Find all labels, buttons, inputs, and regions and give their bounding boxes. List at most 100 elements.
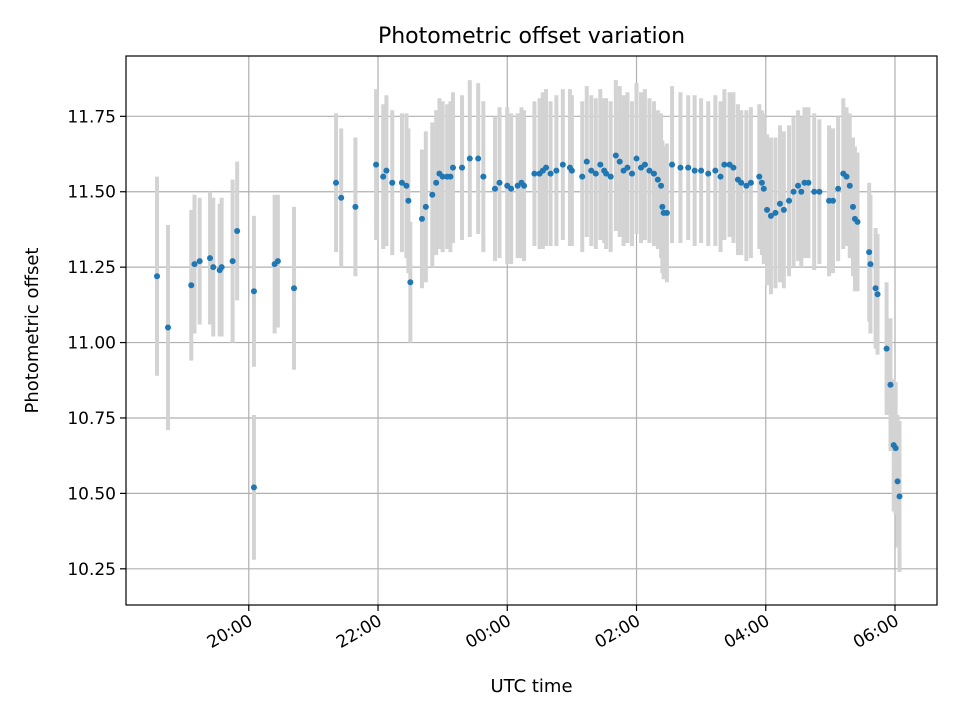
data-point <box>191 261 198 268</box>
data-point <box>597 161 604 168</box>
data-point <box>883 345 890 352</box>
data-point <box>229 258 236 265</box>
data-point <box>758 179 765 186</box>
data-point <box>543 164 550 171</box>
y-axis-label: Photometric offset <box>22 248 43 414</box>
data-point <box>874 291 881 298</box>
data-point <box>650 170 657 177</box>
data-point <box>764 206 771 213</box>
data-point <box>677 164 684 171</box>
data-point <box>418 215 425 222</box>
data-point <box>480 173 487 180</box>
x-tick-label-4: 04:00 <box>721 611 773 653</box>
data-point <box>829 197 836 204</box>
data-point <box>250 484 257 491</box>
data-point <box>405 197 412 204</box>
data-point <box>705 170 712 177</box>
data-point <box>459 164 466 171</box>
data-point <box>756 173 763 180</box>
plot-frame <box>125 55 938 606</box>
x-tick-label-0: 20:00 <box>204 611 256 653</box>
data-point <box>439 173 446 180</box>
data-point <box>887 381 894 388</box>
data-point <box>835 185 842 192</box>
y-tick-label-0: 10.25 <box>67 560 116 580</box>
data-point <box>738 179 745 186</box>
data-point <box>612 152 619 159</box>
data-point <box>760 185 767 192</box>
data-point <box>811 188 818 195</box>
data-point <box>646 167 653 174</box>
data-point <box>790 188 797 195</box>
point-layer <box>154 152 903 500</box>
data-point <box>380 173 387 180</box>
data-point <box>475 155 482 162</box>
data-point <box>795 182 802 189</box>
data-point <box>892 445 899 452</box>
data-point <box>641 161 648 168</box>
data-point <box>447 173 454 180</box>
data-point <box>583 158 590 165</box>
data-point <box>234 227 241 234</box>
data-point <box>691 167 698 174</box>
data-point <box>846 182 853 189</box>
data-point <box>669 161 676 168</box>
data-point <box>654 176 661 183</box>
data-point <box>592 170 599 177</box>
data-point <box>207 255 214 262</box>
data-point <box>389 179 396 186</box>
data-point <box>568 167 575 174</box>
data-point <box>849 203 856 210</box>
data-point <box>196 258 203 265</box>
data-point <box>531 170 538 177</box>
data-point <box>786 197 793 204</box>
data-point <box>798 188 805 195</box>
data-point <box>373 161 380 168</box>
data-point <box>508 185 515 192</box>
data-point <box>403 182 410 189</box>
data-point <box>398 179 405 186</box>
data-point <box>429 191 436 198</box>
data-point <box>496 179 503 186</box>
data-point <box>780 206 787 213</box>
data-point <box>553 167 560 174</box>
data-point <box>210 264 217 271</box>
data-point <box>712 167 719 174</box>
data-point <box>816 188 823 195</box>
data-point <box>422 203 429 210</box>
x-tick-label-5: 06:00 <box>850 611 902 653</box>
data-point <box>805 179 812 186</box>
data-point <box>843 173 850 180</box>
data-point <box>491 185 498 192</box>
data-point <box>663 209 670 216</box>
data-point <box>333 179 340 186</box>
data-point <box>188 282 195 289</box>
data-point <box>894 478 901 485</box>
y-tick-label-3: 11.00 <box>67 334 116 354</box>
x-tick-label-2: 00:00 <box>462 611 514 653</box>
x-tick-label-3: 02:00 <box>592 611 644 653</box>
data-point <box>521 182 528 189</box>
data-point <box>383 167 390 174</box>
data-point <box>407 279 414 286</box>
data-point <box>449 164 456 171</box>
data-point <box>854 218 861 225</box>
data-point <box>730 164 737 171</box>
data-point <box>717 173 724 180</box>
y-tick-label-6: 11.75 <box>67 107 116 127</box>
errorbar-layer <box>155 80 902 572</box>
data-point <box>767 212 774 219</box>
data-point <box>624 164 631 171</box>
data-point <box>466 155 473 162</box>
data-point <box>776 200 783 207</box>
x-axis-label: UTC time <box>490 676 572 697</box>
chart-title: Photometric offset variation <box>378 24 685 49</box>
data-point <box>698 167 705 174</box>
data-point <box>721 161 728 168</box>
data-point <box>872 285 879 292</box>
y-tick-label-5: 11.50 <box>67 183 116 203</box>
y-tick-label-4: 11.25 <box>67 258 116 278</box>
y-tick-label-2: 10.75 <box>67 409 116 429</box>
data-point <box>352 203 359 210</box>
data-point <box>896 493 903 500</box>
